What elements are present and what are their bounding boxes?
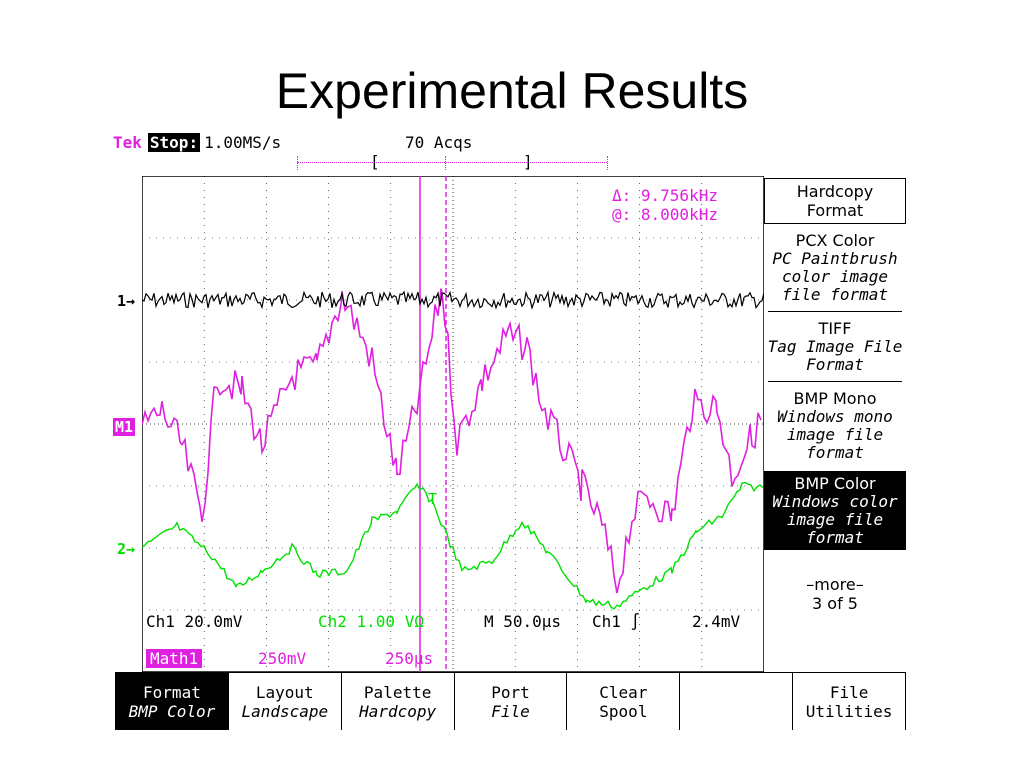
side-menu-title: –more– — [806, 575, 864, 594]
ch2-trace — [142, 481, 764, 610]
acquisition-count: 70 Acqs — [405, 133, 473, 152]
math-trace — [142, 288, 762, 594]
side-menu-desc: 3 of 5 — [812, 594, 858, 613]
side-menu-title: BMP Mono — [793, 389, 877, 408]
ch2-marker: 2→ — [117, 540, 136, 558]
side-menu-pcx-color[interactable]: PCX Color PC Paintbrush color image file… — [764, 228, 906, 307]
timebase-readout: M 50.0µs — [484, 612, 562, 631]
bottom-btn-sub: Utilities — [805, 702, 893, 721]
slide-title: Experimental Results — [275, 63, 749, 119]
side-menu-desc: PC Paintbrush color image file format — [772, 249, 898, 304]
bottom-btn-sub: BMP Color — [128, 702, 216, 721]
bottom-btn-label: File — [829, 683, 869, 702]
record-view-line — [297, 162, 607, 163]
bottom-btn-palette[interactable]: Palette Hardcopy — [340, 672, 454, 730]
menu-divider — [768, 381, 902, 382]
bottom-btn-sub: Landscape — [241, 702, 329, 721]
math-scale-readout: 250mV — [258, 649, 307, 668]
bottom-menu: Format BMP Color Layout Landscape Palett… — [115, 672, 907, 730]
side-menu-desc: Tag Image File Format — [767, 337, 903, 374]
bottom-btn-label: Format — [143, 683, 201, 702]
side-menu-bmp-color[interactable]: BMP Color Windows color image file forma… — [764, 471, 906, 550]
math-time-readout: 250µs — [385, 649, 434, 668]
cursor-position-readout: @: 8.000kHz — [612, 205, 718, 224]
math-label: Math1 — [146, 649, 203, 668]
record-start-tick — [297, 156, 298, 170]
ch2-scale-readout: Ch2 1.00 VΩ — [318, 612, 424, 631]
bottom-btn-sub: File — [491, 702, 530, 721]
bottom-btn-empty[interactable] — [679, 672, 793, 730]
bottom-btn-sub: Spool — [599, 702, 648, 721]
graticule — [142, 176, 764, 672]
bottom-btn-file-utilities[interactable]: File Utilities — [792, 672, 907, 730]
ch1-marker: 1→ — [117, 292, 136, 310]
cursor-delta-readout: Δ: 9.756kHz — [612, 186, 718, 205]
brand-logo: Tek — [113, 133, 142, 152]
bottom-btn-layout[interactable]: Layout Landscape — [227, 672, 341, 730]
side-menu-hardcopy-format[interactable]: Hardcopy Format — [764, 178, 906, 224]
side-menu-more[interactable]: –more– 3 of 5 — [764, 572, 906, 616]
waveform-display — [142, 176, 764, 672]
bottom-btn-clear-spool[interactable]: Clear Spool — [566, 672, 680, 730]
side-menu-title: TIFF — [818, 319, 852, 338]
record-end-tick — [607, 156, 608, 170]
bottom-btn-label: Layout — [255, 683, 314, 702]
view-bracket-left: [ — [370, 152, 380, 171]
trigger-source-readout: Ch1 ∫ — [592, 612, 641, 631]
side-menu-title: Hardcopy — [796, 182, 874, 201]
acquisition-header: Tek Stop: 1.00MS/s — [113, 133, 281, 152]
math-marker: M1 — [113, 418, 136, 436]
ch1-scale-readout: Ch1 20.0mV — [146, 612, 243, 631]
bottom-btn-sub: Hardcopy — [359, 702, 437, 721]
bottom-btn-format[interactable]: Format BMP Color — [115, 672, 228, 730]
bottom-btn-label: Clear — [599, 683, 648, 702]
side-menu-title: BMP Color — [794, 474, 876, 493]
view-bracket-right: ] — [523, 152, 533, 171]
bottom-btn-label: Palette — [363, 683, 432, 702]
side-menu-desc: Windows mono image file format — [777, 407, 893, 462]
side-menu-desc: Windows color image file format — [772, 492, 898, 547]
sample-rate: 1.00MS/s — [204, 133, 282, 152]
run-state-badge: Stop: — [147, 133, 201, 152]
menu-divider — [768, 311, 902, 312]
bottom-btn-label: Port — [491, 683, 530, 702]
side-menu-tiff[interactable]: TIFF Tag Image File Format — [764, 316, 906, 377]
trigger-level-readout: 2.4mV — [692, 612, 741, 631]
side-menu: Hardcopy Format PCX Color PC Paintbrush … — [764, 176, 906, 672]
ch1-trace — [142, 290, 764, 310]
bottom-btn-port[interactable]: Port File — [453, 672, 567, 730]
side-menu-title: PCX Color — [795, 231, 875, 250]
trigger-position-tick — [445, 156, 446, 170]
side-menu-bmp-mono[interactable]: BMP Mono Windows mono image file format — [764, 386, 906, 465]
trigger-marker: T — [428, 490, 438, 508]
side-menu-desc: Format — [806, 201, 864, 220]
